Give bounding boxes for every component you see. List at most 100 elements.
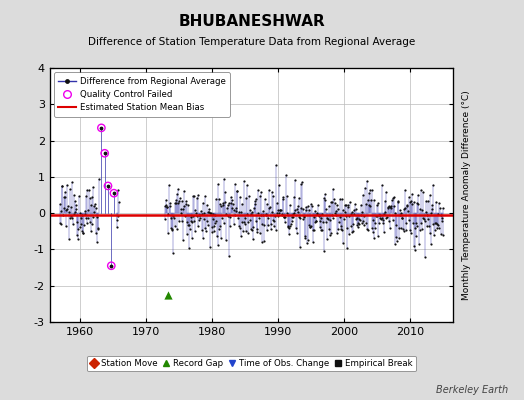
Point [160,203,169,209]
Point [72,206,81,212]
Point [409,220,417,226]
Point [227,200,236,206]
Point [301,233,309,239]
Point [299,206,307,213]
Point [312,218,320,224]
Point [383,215,391,221]
Point [68,215,77,221]
Point [92,205,100,212]
Point [196,212,204,218]
Point [277,211,286,217]
Point [386,204,394,210]
Point [363,226,371,232]
Point [281,219,290,225]
Point [193,192,202,198]
Point [357,220,366,226]
Point [431,199,440,205]
Point [313,210,321,216]
Point [83,187,91,194]
Point [104,183,112,189]
Point [185,245,193,251]
Point [286,201,294,208]
Point [342,202,350,208]
Point [228,205,237,211]
Point [232,208,241,214]
Point [191,227,199,234]
Point [376,212,385,218]
Point [417,220,425,226]
Point [252,196,260,203]
Point [239,228,247,234]
Point [79,230,88,236]
Point [428,206,436,212]
Point [170,223,179,230]
Point [95,176,103,182]
Point [202,218,211,224]
Point [289,214,298,220]
Point [64,236,73,242]
Point [359,192,367,198]
Point [294,203,302,209]
Point [212,218,220,224]
Point [189,192,198,199]
Point [295,214,303,220]
Point [256,230,264,236]
Point [369,228,377,235]
Point [298,216,307,222]
Point [265,205,274,212]
Point [82,192,90,199]
Point [181,201,190,207]
Point [113,224,121,230]
Point [97,125,105,131]
Point [74,235,82,242]
Point [199,200,207,206]
Point [293,206,301,212]
Point [203,202,211,208]
Point [57,208,65,214]
Point [200,216,209,222]
Point [219,202,227,208]
Point [62,207,71,213]
Point [67,204,75,211]
Point [94,225,103,232]
Point [206,210,215,217]
Point [277,207,285,213]
Point [426,230,434,236]
Point [335,214,344,220]
Point [297,205,305,211]
Point [168,226,176,232]
Point [239,178,248,184]
Point [379,211,388,218]
Point [290,194,299,200]
Point [263,200,271,207]
Point [339,206,347,213]
Point [322,206,331,212]
Point [416,206,424,212]
Point [217,203,226,210]
Point [253,225,261,232]
Point [303,240,311,246]
Point [110,190,118,196]
Point [246,207,254,213]
Point [233,188,242,194]
Point [301,235,310,242]
Point [90,203,99,209]
Point [60,189,69,195]
Point [215,223,224,229]
Point [436,212,445,218]
Point [162,204,171,211]
Point [345,212,353,219]
Point [354,224,362,230]
Point [422,222,431,229]
Point [395,235,403,242]
Point [247,226,255,232]
Point [249,224,257,230]
Point [399,226,407,232]
Point [424,198,433,204]
Point [211,212,220,218]
Point [305,224,314,230]
Point [242,195,250,201]
Point [112,217,121,223]
Point [314,212,323,218]
Point [370,225,379,231]
